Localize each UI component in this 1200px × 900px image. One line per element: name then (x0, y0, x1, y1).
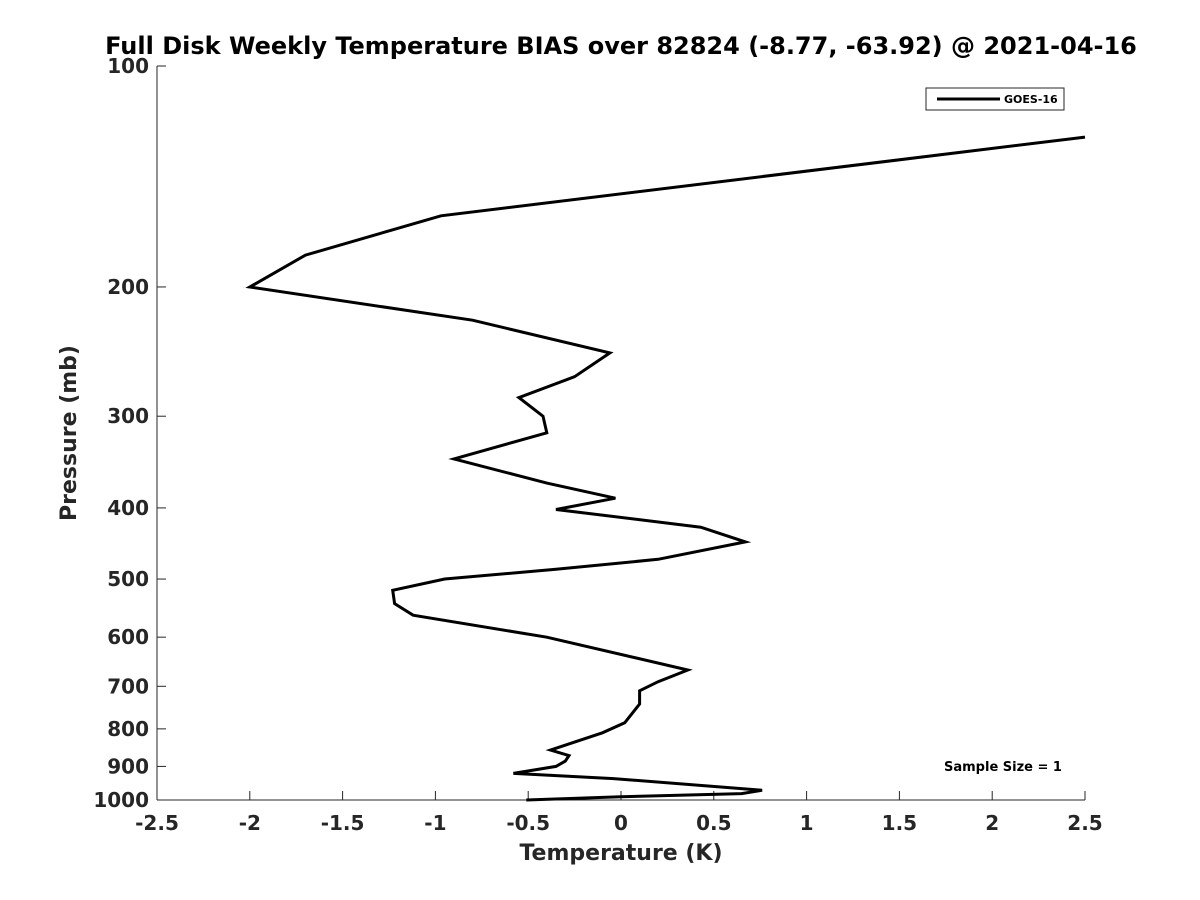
x-axis-label: Temperature (K) (519, 841, 722, 866)
x-tick-label: 0 (614, 811, 628, 835)
y-tick-label: 700 (107, 674, 149, 698)
x-tick-label: -2 (239, 811, 261, 835)
x-tick-label: 1.5 (882, 811, 917, 835)
y-tick-label: 600 (107, 625, 149, 649)
y-tick-label: 100 (107, 54, 149, 78)
y-tick-label: 1000 (93, 788, 149, 812)
legend-label-goes-16: GOES-16 (1004, 93, 1058, 106)
x-tick-label: -1 (424, 811, 446, 835)
chart-title: Full Disk Weekly Temperature BIAS over 8… (105, 32, 1137, 60)
series-group (245, 135, 1086, 802)
x-tick-label: -0.5 (506, 811, 550, 835)
x-tick-label: 1 (800, 811, 814, 835)
x-axis-ticks: -2.5 -2 -1.5 -1 -0.5 0 0.5 1 1.5 2 2.5 (135, 791, 1103, 835)
x-tick-label: -1.5 (321, 811, 365, 835)
x-tick-label: 0.5 (696, 811, 731, 835)
sample-size-annotation: Sample Size = 1 (944, 760, 1062, 775)
y-tick-label: 200 (107, 275, 149, 299)
y-tick-label: 500 (107, 567, 149, 591)
x-tick-label: -2.5 (135, 811, 179, 835)
y-axis-ticks: 100 200 300 400 500 600 700 800 900 1000 (93, 54, 166, 812)
y-tick-label: 800 (107, 717, 149, 741)
x-tick-label: 2.5 (1067, 811, 1102, 835)
y-tick-label: 400 (107, 496, 149, 520)
series-line-goes-16 (245, 135, 1086, 802)
y-tick-label: 900 (107, 754, 149, 778)
y-tick-label: 300 (107, 404, 149, 428)
legend: GOES-16 (925, 87, 1065, 111)
y-axis-label: Pressure (mb) (57, 345, 82, 521)
x-tick-label: 2 (985, 811, 999, 835)
